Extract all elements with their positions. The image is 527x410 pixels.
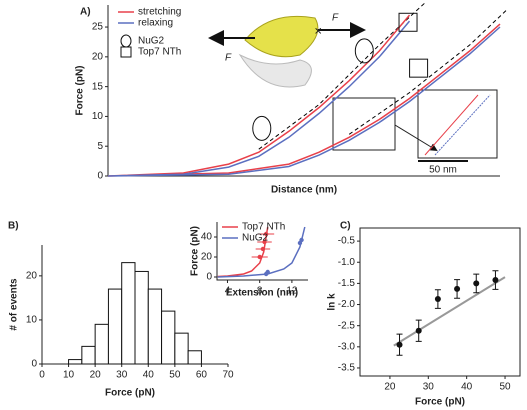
x-tick-label: 30 <box>423 382 435 393</box>
y-tick-label: 0 <box>31 359 37 370</box>
y-tick-label: 0 <box>97 171 103 182</box>
x-tick-label: 10 <box>63 370 75 381</box>
annotation: F <box>225 53 232 64</box>
x-tick-label: 8 <box>257 286 263 297</box>
y-tick-label: 25 <box>92 22 104 33</box>
y-tick-label: 15 <box>92 81 104 92</box>
point <box>262 239 267 245</box>
x-tick-label: 12 <box>286 286 298 297</box>
y-tick-label: -2.0 <box>338 299 356 310</box>
zoom <box>332 89 498 162</box>
bar <box>187 350 202 365</box>
legend-label: NuG2 <box>138 36 165 47</box>
bar <box>81 345 96 365</box>
bar <box>147 288 163 365</box>
legend-label: Top7 NTh <box>242 222 285 233</box>
y-tick-label: -3.0 <box>338 341 356 352</box>
x-tick-label: 50 <box>499 382 511 393</box>
curve <box>107 20 501 177</box>
panel-label: C) <box>340 221 351 232</box>
axes <box>216 222 308 281</box>
protein-cartoon: ✕ <box>208 15 366 88</box>
bar <box>94 323 109 365</box>
bar <box>68 359 83 365</box>
annotation: 50 nm <box>429 165 457 176</box>
bar <box>107 288 123 365</box>
y-axis-label: ln k <box>327 293 338 311</box>
marker-square <box>398 12 418 32</box>
bar <box>134 270 149 365</box>
y-tick-label: -1.5 <box>338 278 356 289</box>
x-axis-label: Distance (nm) <box>271 185 337 196</box>
star: ✕ <box>314 27 322 38</box>
point <box>454 285 461 292</box>
x-tick-label: 20 <box>90 370 102 381</box>
bar <box>161 310 176 365</box>
x-axis-label: Force (pN) <box>415 397 465 408</box>
bar <box>121 262 136 365</box>
legend-swatch <box>120 46 132 58</box>
y-tick-label: 20 <box>92 51 104 62</box>
y-tick-label: 10 <box>26 315 38 326</box>
marker-circle <box>354 38 374 64</box>
point <box>396 341 403 348</box>
x-axis-label: Extension (nm) <box>226 288 298 299</box>
y-tick-label: -2.5 <box>338 320 356 331</box>
x-tick-label: 30 <box>116 370 128 381</box>
x-tick-label: 20 <box>384 382 396 393</box>
legend-swatch <box>120 34 132 48</box>
point <box>434 296 441 303</box>
point <box>265 269 270 275</box>
point <box>415 327 422 334</box>
y-tick-label: -1.0 <box>338 257 356 268</box>
legend-label: Top7 NTh <box>138 47 181 58</box>
y-tick-label: -0.5 <box>338 236 356 247</box>
marker-square <box>409 58 429 78</box>
y-tick-label: 20 <box>201 252 213 263</box>
point <box>263 231 269 237</box>
x-tick-label: 50 <box>169 370 181 381</box>
panel-label: A) <box>80 7 91 18</box>
y-tick-label: 10 <box>92 111 104 122</box>
point <box>260 246 266 252</box>
x-tick-label: 70 <box>222 370 234 381</box>
y-axis-label: # of events <box>9 278 20 331</box>
y-tick-label: 5 <box>97 141 103 152</box>
panel-label: B) <box>8 221 19 232</box>
plot-frame <box>359 227 521 377</box>
legend-label: NuG2 <box>242 233 269 244</box>
point <box>299 237 304 243</box>
fit-line <box>393 276 506 347</box>
annotation: F <box>332 13 339 24</box>
legend-label: stretching <box>138 7 181 18</box>
y-axis-label: Force (pN) <box>190 226 201 276</box>
y-axis-label: Force (pN) <box>75 66 86 116</box>
y-tick-label: 20 <box>26 270 38 281</box>
point <box>473 280 480 287</box>
point <box>492 277 499 284</box>
curve <box>217 226 306 278</box>
x-tick-label: 40 <box>461 382 473 393</box>
x-axis-label: Force (pN) <box>105 388 155 399</box>
point <box>257 254 262 260</box>
marker-circle <box>252 115 272 141</box>
y-tick-label: -3.5 <box>338 363 356 374</box>
x-tick-label: 40 <box>143 370 155 381</box>
y-tick-label: 0 <box>206 272 212 283</box>
legend-label: relaxing <box>138 18 173 29</box>
bar <box>174 332 189 365</box>
x-tick-label: 60 <box>196 370 208 381</box>
y-tick-label: 40 <box>201 232 213 243</box>
x-tick-label: 0 <box>39 370 45 381</box>
x-tick-label: 4 <box>225 286 231 297</box>
